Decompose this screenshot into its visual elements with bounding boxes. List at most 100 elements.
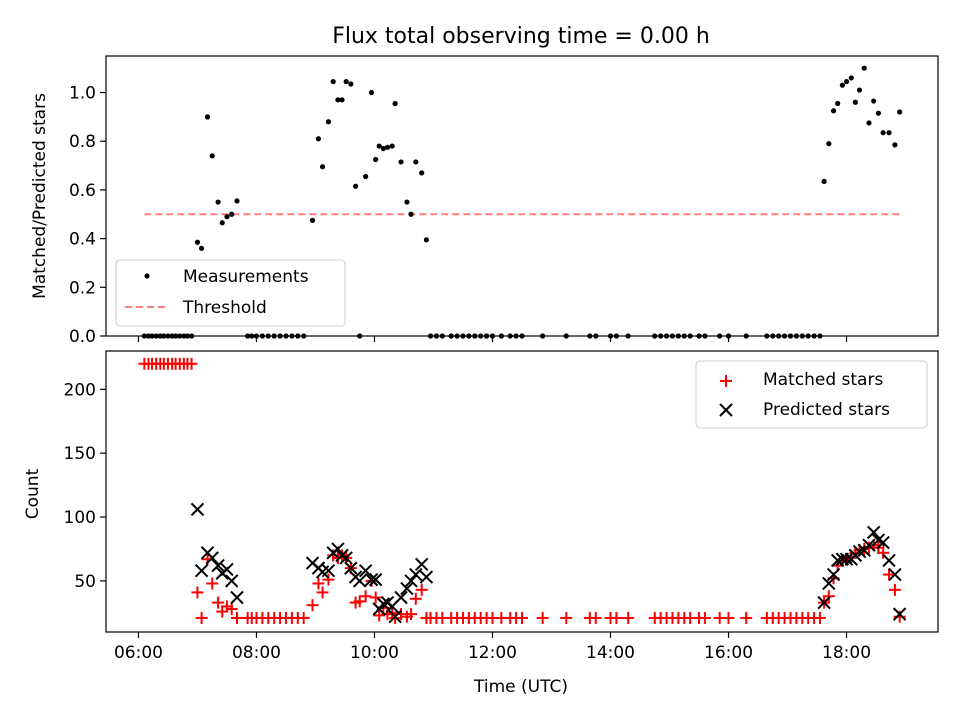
bottom-axes-frame <box>105 350 939 633</box>
measurement-point <box>852 99 858 105</box>
bottom-legend: Matched stars Predicted stars <box>695 360 928 429</box>
x-axis-label: Time (UTC) <box>473 677 568 697</box>
measurement-point <box>380 145 386 152</box>
matched-star-point <box>353 595 366 608</box>
measurement-point <box>219 220 225 226</box>
bottom-panel: 50 100 150 200 06:00 08:00 10:00 12:00 14:00 16:… <box>23 350 939 697</box>
matched-star-point <box>306 599 319 612</box>
bottom-legend-box <box>695 360 928 429</box>
top-panel: 0.0 0.2 0.4 0.6 0.8 1.0 Matched/Predicted sta… <box>30 55 939 347</box>
legend-measurements-label: Measurements <box>183 267 309 287</box>
predicted-star-point <box>404 574 418 588</box>
matched-star-point <box>722 611 735 624</box>
measurement-point <box>830 108 837 114</box>
matched-star-point <box>409 592 422 605</box>
measurement-point <box>325 119 332 125</box>
measurement-point <box>330 78 336 85</box>
top-y-tick-label: 0.4 <box>69 230 96 250</box>
legend-matched-marker <box>720 375 732 387</box>
predicted-star-point <box>817 595 831 610</box>
matched-star-point <box>185 357 198 370</box>
bottom-y-tick-label: 100 <box>64 508 96 528</box>
matched-star-point <box>610 611 623 624</box>
matched-star-point <box>230 611 243 624</box>
measurement-point <box>389 143 395 149</box>
measurement-point <box>892 142 898 148</box>
matched-star-point <box>373 609 386 622</box>
legend-matched-label: Matched stars <box>763 370 883 390</box>
predicted-star-point <box>376 597 391 611</box>
predicted-star-point <box>220 562 234 577</box>
matched-star-point <box>316 586 329 599</box>
top-y-tick-label: 0.8 <box>69 132 96 152</box>
bottom-y-tick-label: 150 <box>64 444 96 464</box>
predicted-star-point <box>321 563 336 578</box>
matched-star-point <box>359 590 372 603</box>
measurement-point <box>368 89 375 96</box>
measurement-point <box>315 136 322 142</box>
bottom-x-tick-label: 06:00 <box>114 643 163 663</box>
matched-star-point <box>312 577 325 590</box>
predicted-star-point <box>409 567 423 582</box>
measurement-point <box>821 178 827 184</box>
predicted-star-point <box>882 553 896 568</box>
predicted-star-point <box>876 535 890 550</box>
measurement-point <box>843 78 850 85</box>
measurement-point <box>353 183 359 189</box>
matched-star-point <box>415 583 428 596</box>
bottom-y-tick-label: 50 <box>74 572 96 592</box>
measurement-point <box>398 159 404 165</box>
predicted-star-point <box>388 609 402 624</box>
bottom-y-ticks: 50 100 150 200 <box>64 380 106 592</box>
predicted-star-point <box>205 551 219 565</box>
measurement-point <box>886 130 892 136</box>
measurement-point <box>408 211 414 217</box>
chart-title: Flux total observing time = 0.00 h <box>332 24 710 49</box>
legend-measurements-marker <box>144 273 150 279</box>
measurement-point <box>413 159 419 165</box>
predicted-star-point <box>400 581 414 596</box>
measurement-point <box>392 100 398 107</box>
predicted-star-point <box>344 561 358 575</box>
measurement-point <box>856 87 863 93</box>
bottom-x-ticks: 06:00 08:00 10:00 12:00 14:00 16:00 18:00 <box>114 632 871 663</box>
measurement-point <box>376 143 382 149</box>
measurement-point <box>835 100 841 107</box>
top-y-axis-label: Matched/Predicted stars <box>30 93 50 299</box>
measurement-point <box>209 153 215 159</box>
bottom-x-tick-label: 08:00 <box>232 643 281 663</box>
top-axes-frame <box>105 55 939 337</box>
predicted-star-point <box>190 502 205 517</box>
predicted-star-point <box>892 607 907 621</box>
predicted-star-point <box>419 570 434 584</box>
top-legend-box <box>115 259 346 327</box>
bottom-x-tick-label: 14:00 <box>586 643 635 663</box>
matched-star-point <box>883 568 896 581</box>
top-y-tick-label: 0.6 <box>69 181 96 201</box>
matched-star-point <box>877 546 890 559</box>
measurement-point <box>423 237 430 243</box>
measurement-point <box>848 75 854 81</box>
measurement-point <box>384 144 391 150</box>
measurement-point <box>234 198 240 204</box>
matched-star-point <box>297 611 310 624</box>
predicted-star-point <box>852 544 867 559</box>
measurement-point <box>866 120 872 126</box>
bottom-y-axis-label: Count <box>23 468 43 519</box>
bottom-y-tick-label: 200 <box>64 380 96 400</box>
predicted-star-point <box>353 574 367 588</box>
measurement-point <box>204 114 211 120</box>
predicted-star-point <box>394 590 408 605</box>
matched-star-point <box>405 608 418 621</box>
predicted-star-point <box>414 557 429 572</box>
predicted-star-point <box>368 572 383 587</box>
legend-threshold-label: Threshold <box>182 298 267 318</box>
top-legend: Measurements Threshold <box>115 259 346 327</box>
bottom-x-tick-label: 18:00 <box>822 643 871 663</box>
measurement-point <box>319 164 326 170</box>
matched-star-point <box>698 611 711 624</box>
matched-star-point <box>195 611 208 624</box>
matched-star-point <box>516 611 528 624</box>
predicted-star-point <box>888 567 902 582</box>
